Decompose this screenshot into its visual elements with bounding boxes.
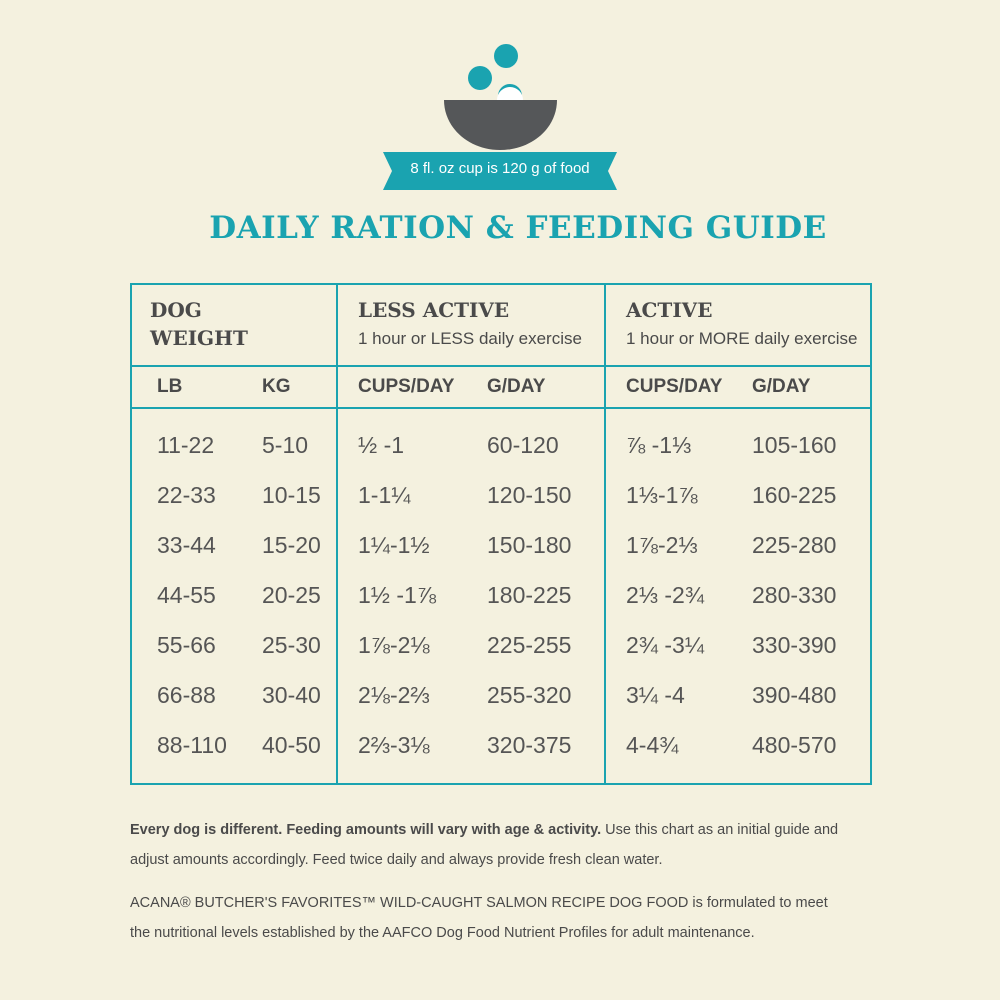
cell: 2⅓ -2¾ — [626, 582, 704, 608]
cell: 2¾ -3¼ — [626, 632, 704, 658]
cell: 150-180 — [487, 532, 572, 558]
column-header: CUPS/DAY — [626, 376, 723, 397]
cell: 120-150 — [487, 482, 572, 508]
cell: 225-255 — [487, 632, 572, 658]
table — [130, 283, 872, 785]
cell: 44-55 — [157, 582, 216, 608]
divider — [130, 365, 870, 367]
cell: 180-225 — [487, 582, 572, 608]
cell: 20-25 — [262, 582, 321, 608]
cell: 15-20 — [262, 532, 321, 558]
column-header: KG — [262, 376, 291, 397]
divider — [604, 283, 606, 785]
cell: 1⅞-2⅓ — [626, 532, 698, 558]
divider — [336, 283, 338, 785]
cell: 88-110 — [157, 732, 227, 758]
badge: 8 fl. oz cup is 120 g of food — [410, 160, 590, 177]
cell: ⅞ -1⅓ — [626, 432, 692, 458]
cell: 1-1¼ — [358, 482, 411, 508]
group-subtitle: 1 hour or MORE daily exercise — [626, 329, 858, 348]
cell: 1⅞-2⅛ — [358, 632, 430, 658]
cell: 320-375 — [487, 732, 572, 758]
column-header: G/DAY — [752, 376, 811, 397]
cell: 30-40 — [262, 682, 321, 708]
note: Every dog is different. Feeding amounts … — [130, 815, 840, 875]
cell: 60-120 — [487, 432, 559, 458]
column-header: CUPS/DAY — [358, 376, 455, 397]
cell: 390-480 — [752, 682, 837, 708]
cell: 2⅛-2⅔ — [358, 682, 430, 708]
cell: 480-570 — [752, 732, 837, 758]
cell: 1¼-1½ — [358, 532, 430, 558]
cell: 11-22 — [157, 432, 215, 458]
cell: 10-15 — [262, 482, 321, 508]
cell: 40-50 — [262, 732, 321, 758]
cell: 160-225 — [752, 482, 837, 508]
group-title: ACTIVE — [626, 298, 713, 322]
note-bold: Every dog is different. Feeding amounts … — [130, 822, 602, 838]
cell: 330-390 — [752, 632, 837, 658]
bowl-icon — [383, 44, 617, 190]
cell: 1⅓-1⅞ — [626, 482, 698, 508]
cell: 2⅔-3⅛ — [358, 732, 430, 758]
group-subtitle: 1 hour or LESS daily exercise — [358, 329, 582, 348]
cell: 1½ -1⅞ — [358, 582, 436, 608]
cell: 25-30 — [262, 632, 321, 658]
divider — [130, 407, 870, 409]
cell: 3¼ -4 — [626, 682, 685, 708]
cell: 66-88 — [157, 682, 216, 708]
note: ACANA® BUTCHER'S FAVORITES™ WILD-CAUGHT … — [130, 895, 828, 941]
cell: ½ -1 — [358, 432, 405, 458]
cell: 4-4¾ — [626, 732, 679, 758]
title: DAILY RATION & FEEDING GUIDE — [209, 210, 827, 246]
cell: 33-44 — [157, 532, 216, 558]
group-title: DOG WEIGHT — [150, 298, 248, 350]
cell: 22-33 — [157, 482, 216, 508]
cell: 5-10 — [262, 432, 309, 458]
cell: 105-160 — [752, 432, 837, 458]
cell: 225-280 — [752, 532, 837, 558]
column-header: LB — [157, 376, 183, 397]
group-title: LESS ACTIVE — [358, 298, 510, 322]
cell: 280-330 — [752, 582, 837, 608]
cell: 55-66 — [157, 632, 216, 658]
cell: 255-320 — [487, 682, 572, 708]
note-text: Use this chart as an initial guide and a… — [130, 822, 839, 868]
column-header: G/DAY — [487, 376, 546, 397]
